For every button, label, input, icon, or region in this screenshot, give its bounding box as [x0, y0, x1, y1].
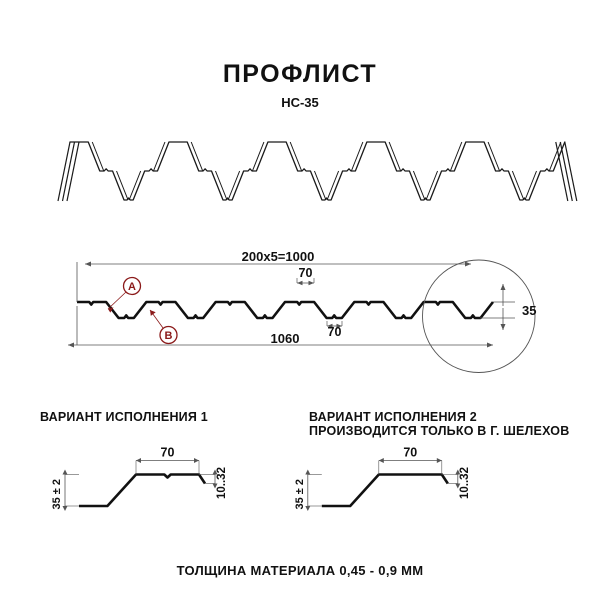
svg-text:70: 70	[328, 325, 342, 339]
svg-text:70: 70	[403, 446, 417, 460]
svg-text:70: 70	[161, 446, 175, 460]
svg-text:35 ± 2: 35 ± 2	[51, 479, 63, 510]
svg-text:10..32: 10..32	[459, 467, 471, 499]
svg-text:10..32: 10..32	[216, 467, 228, 499]
svg-text:35 ± 2: 35 ± 2	[294, 479, 306, 510]
svg-text:A: A	[128, 281, 136, 293]
svg-text:1060: 1060	[271, 331, 300, 346]
svg-text:70: 70	[299, 266, 313, 280]
svg-text:B: B	[165, 330, 173, 342]
svg-text:35: 35	[522, 303, 536, 318]
svg-text:200x5=1000: 200x5=1000	[242, 249, 315, 264]
